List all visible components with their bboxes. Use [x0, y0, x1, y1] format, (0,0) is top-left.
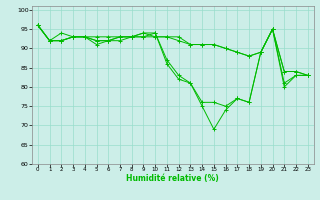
- X-axis label: Humidité relative (%): Humidité relative (%): [126, 174, 219, 183]
